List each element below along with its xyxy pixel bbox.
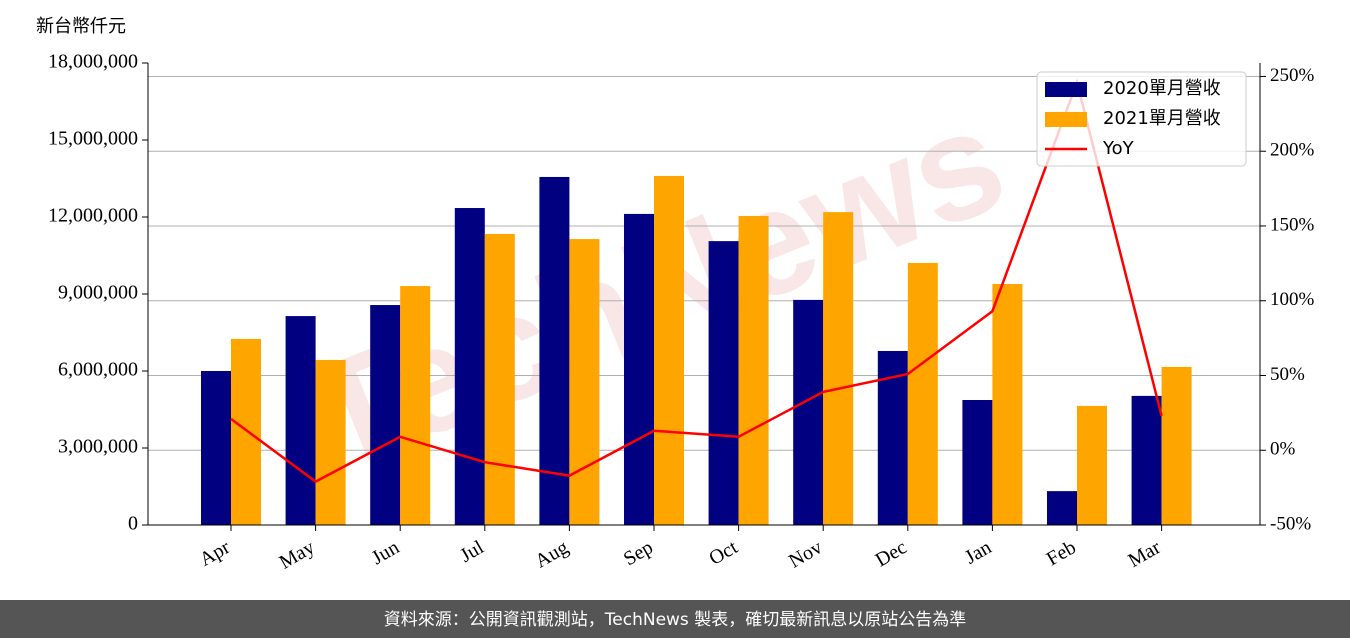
bar (454, 208, 485, 525)
bar (738, 215, 769, 525)
y-tick-label: 9,000,000 (58, 282, 138, 304)
y-tick-label: 0 (128, 513, 138, 535)
bar (708, 241, 739, 526)
bar (569, 239, 600, 525)
y-tick-label: 15,000,000 (48, 128, 138, 150)
bar (315, 359, 346, 525)
y-tick-label: 3,000,000 (58, 436, 138, 458)
bar (285, 316, 316, 525)
bar (1131, 395, 1162, 525)
line (230, 78, 1163, 484)
y-tick-label: 12,000,000 (48, 205, 138, 227)
bar (907, 262, 938, 525)
footer: 資料來源：公開資訊觀測站，TechNews 製表，確切最新訊息以原站公告為準 (384, 610, 966, 630)
bar (1077, 405, 1107, 525)
x-tick-label: Nov (785, 536, 826, 572)
y2-tick-label: 50% (1270, 364, 1305, 385)
y-tick-label: 18,000,000 (48, 51, 138, 73)
y2-tick-label: 0% (1270, 439, 1296, 460)
legend-label: YoY (1102, 138, 1135, 159)
y2-tick-label: 100% (1270, 289, 1315, 310)
x-tick-label: Feb (1043, 536, 1080, 570)
x-tick-label: Apr (196, 536, 234, 571)
bar (1161, 366, 1192, 525)
bar (539, 176, 570, 525)
y2-tick-label: 200% (1270, 140, 1315, 161)
bar (370, 305, 401, 525)
legend-label: 2021單月營收 (1103, 108, 1221, 129)
y-axis-label: 新台幣仟元 (36, 16, 126, 37)
x-tick-label: Aug (531, 536, 572, 572)
legend-swatch (1045, 112, 1087, 127)
x-tick-label: Dec (872, 536, 911, 571)
x-tick-label: Jul (456, 536, 488, 567)
x-tick-label: Jun (368, 536, 403, 569)
bar (793, 299, 824, 525)
x-tick-label: Oct (705, 536, 741, 570)
bar (231, 338, 261, 525)
legend-swatch (1045, 82, 1087, 97)
bar (654, 175, 684, 525)
bar (624, 213, 654, 526)
bar (400, 286, 431, 525)
x-tick-label: Jan (961, 536, 995, 568)
footer-bar (0, 600, 1350, 638)
y2-tick-label: 150% (1270, 214, 1315, 235)
bar (992, 283, 1023, 525)
bar (962, 400, 993, 525)
bar (823, 212, 854, 525)
legend-label: 2020單月營收 (1103, 78, 1221, 99)
bar (1047, 491, 1077, 525)
y-tick-label: 6,000,000 (58, 359, 138, 381)
bar (484, 233, 515, 525)
bar (201, 371, 231, 525)
x-tick-label: May (276, 536, 319, 573)
legend-box (1036, 71, 1247, 167)
y2-tick-label: -50% (1270, 513, 1311, 534)
y2-tick-label: 250% (1270, 65, 1315, 86)
x-tick-label: Mar (1125, 536, 1165, 572)
x-tick-label: Sep (620, 536, 657, 570)
